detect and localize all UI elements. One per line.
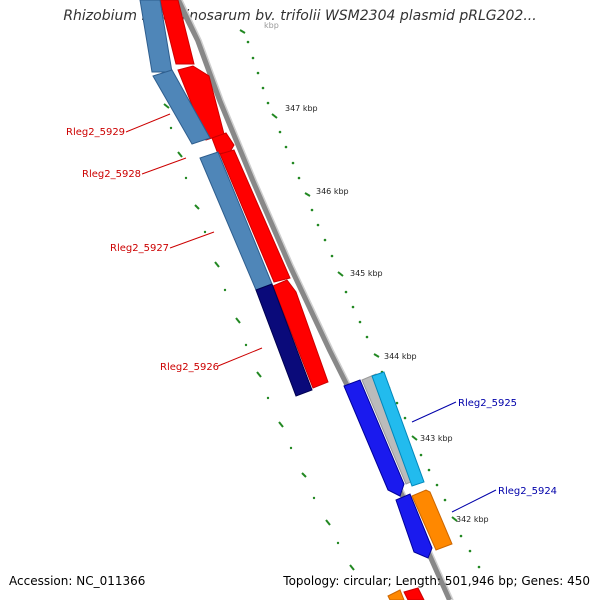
gene-rleg2-5925[interactable] [371,371,425,487]
gene-forward-a[interactable] [159,0,195,65]
ruler-label-top: kbp [264,21,279,30]
gene-blue-b[interactable] [395,493,433,559]
ruler-labels: kbp 347 kbp 346 kbp 345 kbp 344 kbp 343 … [264,21,489,524]
label-rleg2-5925[interactable]: Rleg2_5925 [458,398,517,409]
ruler-label-346: 346 kbp [316,187,349,196]
label-rleg2-5927[interactable]: Rleg2_5927 [110,243,169,254]
right-genes [343,371,453,600]
forward-genes [159,0,329,389]
gene-rleg2-5929[interactable] [152,69,211,145]
ruler-label-343: 343 kbp [420,434,453,443]
gene-red-bottom[interactable] [403,587,425,600]
gene-forward-e[interactable] [272,279,329,389]
gene-labels: Rleg2_5929 Rleg2_5928 Rleg2_5927 Rleg2_5… [66,127,557,497]
ruler-label-347: 347 kbp [285,104,318,113]
right-ruler-major-ticks [239,29,458,522]
ruler-label-344: 344 kbp [384,352,417,361]
gene-forward-c[interactable] [211,132,235,155]
summary-text: Topology: circular; Length: 501,946 bp; … [283,574,590,588]
gene-blue-a[interactable] [343,379,405,497]
gene-rleg2-5926[interactable] [255,283,313,397]
gene-forward-d[interactable] [219,149,291,283]
gene-orange-bottom[interactable] [387,589,405,600]
accession-text: Accession: NC_011366 [9,574,146,588]
label-rleg2-5928[interactable]: Rleg2_5928 [82,169,141,180]
label-rleg2-5929[interactable]: Rleg2_5929 [66,127,125,138]
label-rleg2-5926[interactable]: Rleg2_5926 [160,362,219,373]
ruler-label-342: 342 kbp [456,515,489,524]
label-rleg2-5924[interactable]: Rleg2_5924 [498,486,557,497]
label-leaders [125,113,497,513]
ruler-label-345: 345 kbp [350,269,383,278]
reverse-genes [139,0,313,397]
gene-rleg2-5924[interactable] [411,489,453,551]
